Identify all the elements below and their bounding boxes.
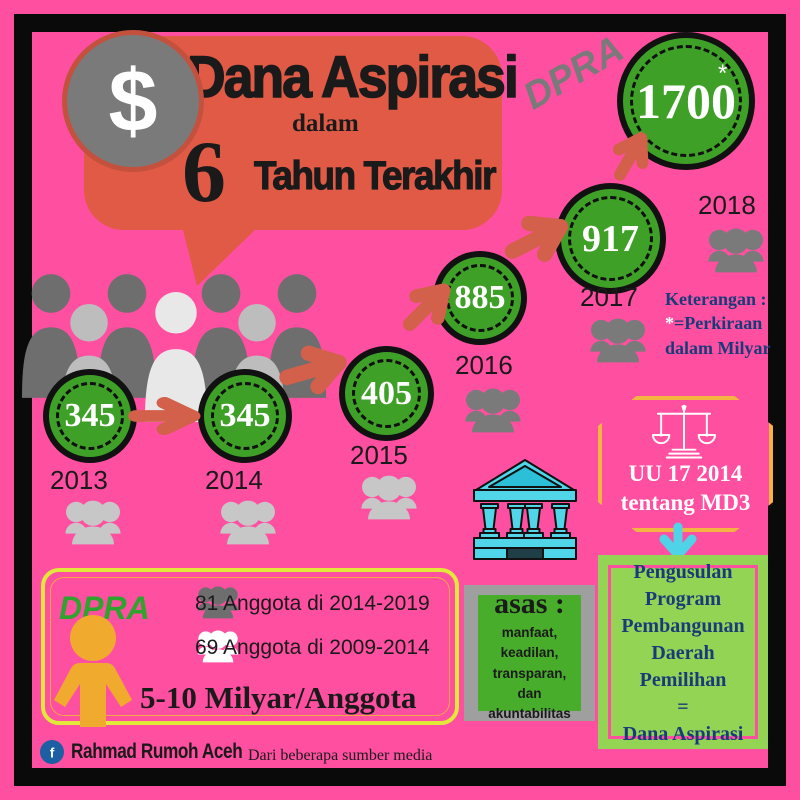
svg-text:f: f bbox=[50, 745, 55, 761]
